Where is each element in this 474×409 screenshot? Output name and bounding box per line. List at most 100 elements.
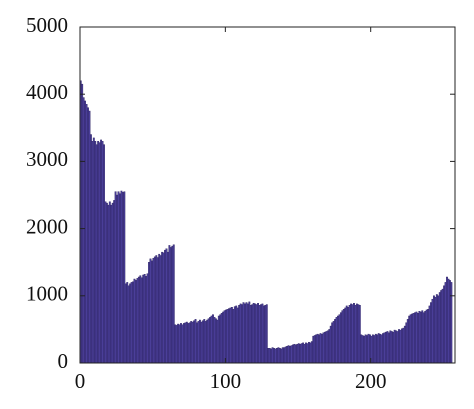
bar — [323, 331, 326, 364]
bar — [342, 309, 345, 364]
bar — [274, 348, 277, 364]
bar — [217, 315, 220, 364]
bar — [303, 343, 306, 364]
bar — [116, 194, 118, 364]
bar — [146, 273, 149, 364]
bar — [168, 245, 171, 364]
bar — [260, 304, 262, 364]
bar — [155, 255, 158, 364]
bar — [185, 321, 188, 364]
bar — [151, 260, 153, 364]
bar — [277, 347, 280, 364]
bar — [322, 332, 325, 364]
bar — [405, 322, 408, 364]
bar — [235, 305, 238, 364]
bar — [181, 324, 184, 364]
bar — [167, 251, 169, 364]
bar — [354, 305, 357, 364]
bar — [393, 329, 396, 364]
bar — [132, 281, 134, 364]
bar — [223, 310, 226, 364]
bar — [290, 345, 293, 364]
bar — [380, 334, 383, 364]
bar — [117, 191, 120, 364]
bar — [264, 305, 267, 364]
bar — [197, 321, 200, 364]
bar — [165, 248, 168, 364]
bar — [355, 303, 358, 364]
bar — [284, 346, 287, 364]
bar — [110, 204, 113, 364]
bar — [431, 298, 434, 364]
bar — [373, 335, 376, 364]
bar — [312, 335, 315, 364]
bar — [121, 192, 124, 364]
bar — [219, 314, 222, 364]
bar — [158, 253, 161, 364]
bar — [294, 344, 297, 364]
plot-frame — [79, 26, 456, 364]
bar — [194, 319, 197, 364]
bar — [140, 277, 143, 364]
bar — [325, 331, 328, 364]
bar — [326, 330, 329, 364]
bar — [87, 107, 89, 364]
bar — [103, 144, 105, 364]
bar — [350, 303, 353, 364]
bar — [105, 202, 108, 364]
bar — [339, 312, 342, 364]
bar — [334, 319, 337, 364]
bar — [403, 325, 406, 364]
bar — [268, 348, 271, 364]
bar — [242, 302, 245, 364]
bar — [316, 333, 319, 364]
bar — [148, 262, 150, 364]
bar — [252, 302, 255, 364]
bar — [278, 348, 281, 364]
bar — [196, 322, 198, 364]
bar — [152, 257, 155, 364]
y-tick-label: 0 — [58, 349, 69, 373]
bar — [190, 321, 193, 364]
bar — [390, 331, 393, 364]
bar — [111, 202, 114, 364]
bar — [424, 311, 427, 364]
bar — [214, 318, 217, 364]
bar — [444, 282, 447, 364]
bar — [347, 307, 350, 364]
bar — [328, 329, 331, 364]
bar — [358, 305, 361, 364]
bar — [353, 302, 355, 364]
bar — [124, 283, 127, 364]
bar — [84, 100, 87, 364]
x-tick-label: 200 — [355, 369, 387, 393]
bar — [236, 307, 239, 364]
bar — [174, 324, 177, 364]
x-tick-label: 0 — [75, 369, 86, 393]
bar — [249, 305, 252, 364]
bar — [305, 342, 307, 364]
bar — [448, 280, 451, 364]
bar — [207, 318, 210, 364]
bar — [91, 141, 94, 364]
bar — [82, 97, 85, 364]
bar — [228, 308, 230, 364]
bar — [178, 324, 181, 364]
bar — [180, 323, 182, 364]
bar — [273, 348, 275, 364]
bar — [164, 249, 166, 364]
y-tick-label: 4000 — [26, 80, 68, 104]
bar — [254, 303, 257, 364]
bar — [248, 301, 251, 364]
bar — [113, 200, 116, 364]
bar — [331, 322, 334, 364]
bar — [270, 348, 273, 364]
bar — [127, 285, 130, 364]
bar — [232, 309, 235, 364]
bar — [97, 141, 100, 364]
bar — [171, 245, 174, 364]
bar — [321, 333, 323, 364]
bar — [238, 305, 241, 364]
bar — [419, 311, 422, 364]
bar — [198, 319, 201, 364]
